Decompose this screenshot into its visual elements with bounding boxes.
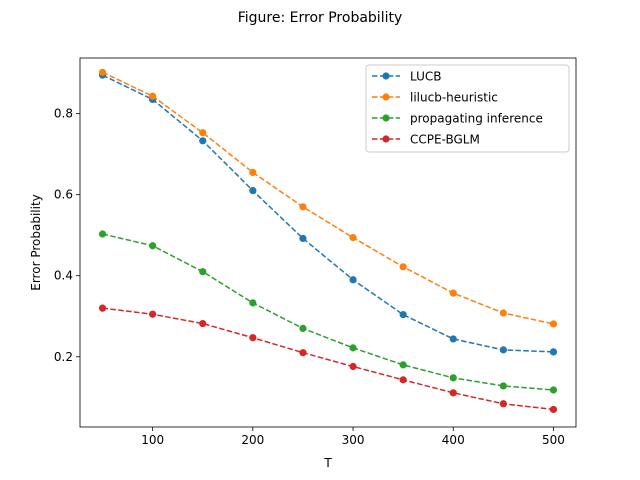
data-point (199, 319, 207, 328)
data-point (449, 374, 457, 382)
y-tick-label: 0.2 (54, 350, 73, 364)
data-point (549, 348, 558, 356)
y-tick-label: 0.6 (54, 188, 73, 202)
legend-box (365, 64, 570, 153)
y-axis: 0.2 0.4 0.6 0.8 (54, 107, 80, 364)
legend-entry: LUCB (372, 70, 441, 84)
legend-label: propagating inference (410, 112, 543, 126)
data-point (98, 230, 107, 238)
data-point (549, 320, 558, 328)
data-point (499, 400, 507, 408)
plot-area (79, 57, 577, 428)
data-point (399, 361, 407, 369)
x-tick-label: 200 (241, 433, 264, 447)
data-point (449, 289, 457, 297)
data-point (199, 129, 207, 137)
data-point (249, 187, 257, 195)
series-line (102, 233, 554, 391)
data-point (249, 299, 257, 307)
data-point (299, 324, 307, 333)
legend-marker (382, 72, 390, 80)
data-point (149, 310, 157, 318)
legend-marker (382, 114, 390, 122)
y-tick-label: 0.8 (54, 107, 73, 121)
data-point (349, 234, 357, 242)
legend-entry: propagating inference (372, 112, 543, 126)
x-tick-label: 100 (141, 433, 164, 447)
data-point (549, 405, 558, 414)
data-point (199, 137, 207, 145)
legend-label: CCPE-BGLM (410, 133, 480, 147)
series-line (102, 74, 554, 353)
legend-label: LUCB (410, 70, 441, 84)
series-layer (98, 68, 558, 414)
data-point (349, 362, 357, 371)
legend-entry: CCPE-BGLM (372, 133, 480, 147)
series-lilucb-heuristic (98, 68, 558, 328)
x-tick-label: 400 (442, 433, 465, 447)
x-tick-label: 300 (342, 433, 365, 447)
data-point (98, 68, 107, 76)
axes-frame (79, 57, 577, 428)
data-point (199, 268, 207, 276)
chart-title: Figure: Error Probability (238, 10, 403, 26)
data-point (299, 203, 307, 211)
data-point (249, 334, 257, 342)
data-point (149, 92, 157, 100)
data-point (499, 382, 507, 390)
legend-marker (382, 93, 390, 101)
series-line (102, 71, 554, 325)
data-point (98, 304, 107, 312)
x-tick-label: 500 (542, 433, 565, 447)
data-point (549, 386, 558, 394)
data-point (399, 376, 407, 384)
series-propagating-inference (98, 230, 558, 394)
data-point (299, 234, 307, 243)
data-point (499, 309, 507, 317)
data-point (449, 335, 457, 343)
legend-label: lilucb-heuristic (410, 91, 498, 105)
series-line (102, 307, 554, 411)
data-point (349, 276, 357, 284)
data-point (249, 168, 257, 176)
y-tick-label: 0.4 (54, 269, 73, 283)
legend-entry: lilucb-heuristic (372, 91, 498, 105)
y-axis-label: Error Probability (29, 194, 43, 291)
x-axis-label: T (323, 456, 332, 470)
x-axis: 100 200 300 400 500 (141, 427, 565, 447)
data-point (349, 344, 357, 352)
data-point (499, 346, 507, 354)
data-point (449, 389, 457, 397)
data-point (299, 349, 307, 357)
data-point (399, 311, 407, 319)
legend: LUCB lilucb-heuristic propagating inferenc… (365, 64, 570, 153)
data-point (399, 263, 407, 271)
legend-marker (382, 135, 390, 143)
data-point (149, 242, 157, 250)
series-ccpe-bglm (98, 304, 558, 414)
